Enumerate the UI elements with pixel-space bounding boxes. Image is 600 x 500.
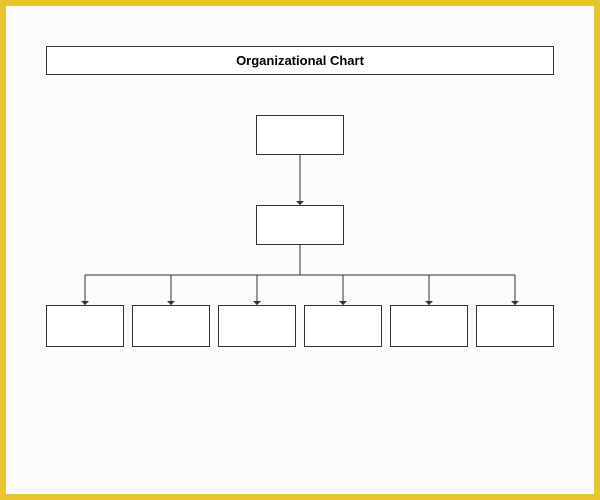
org-node-b1 [46,305,124,347]
org-node-b2 [132,305,210,347]
org-node-b5 [390,305,468,347]
document-frame: Organizational Chart [0,0,600,500]
org-chart [46,115,554,415]
org-node-mid [256,205,344,245]
org-node-b3 [218,305,296,347]
chart-connectors [46,115,554,415]
org-node-top [256,115,344,155]
org-node-b4 [304,305,382,347]
chart-title: Organizational Chart [46,46,554,75]
org-node-b6 [476,305,554,347]
